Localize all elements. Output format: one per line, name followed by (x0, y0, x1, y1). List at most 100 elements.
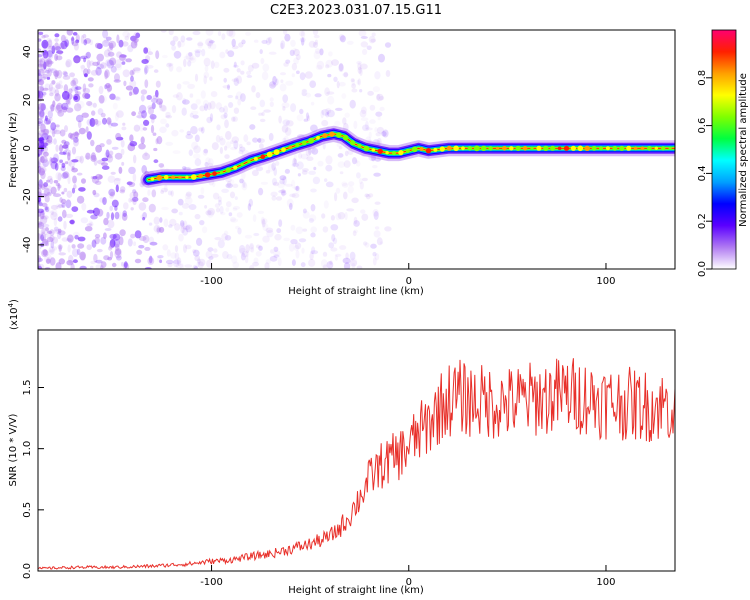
noise-blob (314, 39, 318, 45)
noise-blob (285, 80, 294, 86)
noise-blob (280, 189, 286, 193)
noise-blob (113, 79, 121, 83)
noise-blob (257, 138, 265, 144)
noise-blob (165, 111, 171, 118)
noise-blob (38, 161, 41, 165)
noise-blob (62, 171, 70, 179)
noise-blob (44, 206, 48, 211)
noise-blob (202, 149, 208, 156)
noise-blob (73, 55, 81, 63)
ridge-point (185, 175, 189, 179)
noise-blob (115, 96, 121, 101)
noise-blob (107, 51, 115, 57)
noise-blob (110, 65, 117, 73)
noise-blob (219, 135, 224, 141)
noise-blob (41, 35, 46, 39)
noise-blob (201, 126, 205, 134)
noise-blob (270, 191, 278, 197)
noise-blob (38, 221, 44, 229)
noise-blob (41, 231, 48, 236)
noise-blob (253, 257, 259, 264)
noise-blob (106, 155, 113, 159)
noise-blob (290, 39, 296, 47)
noise-blob (102, 39, 110, 47)
noise-blob (325, 112, 330, 118)
noise-blob (190, 110, 199, 115)
ridge-point (405, 148, 410, 153)
noise-blob (140, 89, 148, 95)
noise-blob (129, 69, 134, 76)
noise-blob (241, 251, 249, 258)
noise-blob (337, 153, 344, 158)
noise-blob (152, 132, 157, 136)
noise-blob (80, 34, 84, 44)
noise-blob (327, 95, 335, 105)
noise-blob (90, 176, 95, 180)
noise-blob (108, 150, 114, 156)
noise-blob (49, 127, 58, 135)
noise-blob (231, 116, 236, 122)
noise-blob (279, 175, 287, 181)
noise-blob (106, 139, 112, 145)
noise-blob (38, 261, 41, 269)
noise-blob (82, 92, 88, 99)
noise-blob (374, 253, 380, 261)
noise-blob (107, 120, 113, 129)
noise-blob (114, 177, 122, 181)
noise-blob (302, 168, 309, 172)
noise-blob (278, 189, 287, 194)
noise-blob (55, 124, 60, 128)
noise-blob (202, 99, 209, 109)
noise-blob (305, 92, 312, 98)
noise-blob (132, 196, 139, 202)
noise-blob (343, 262, 351, 269)
noise-blob (55, 84, 64, 90)
noise-blob (45, 258, 51, 264)
noise-blob (215, 134, 221, 143)
noise-blob (338, 81, 346, 87)
noise-blob (277, 181, 285, 189)
noise-blob (100, 261, 107, 268)
noise-blob (102, 197, 107, 205)
noise-blob (325, 59, 334, 68)
noise-blob (54, 89, 60, 97)
noise-blob (92, 102, 97, 108)
noise-blob (230, 216, 236, 222)
ridge-point (301, 140, 307, 146)
noise-blob (53, 70, 60, 77)
noise-blob (201, 48, 206, 57)
ridge-point (204, 172, 211, 178)
noise-blob (130, 233, 136, 239)
ridge-point (433, 147, 438, 152)
noise-blob (211, 142, 219, 151)
noise-blob (289, 193, 296, 198)
noise-blob (49, 235, 55, 242)
noise-blob (49, 117, 53, 121)
noise-blob (38, 140, 45, 150)
noise-blob (142, 152, 151, 160)
noise-blob (146, 95, 152, 100)
noise-blob (232, 116, 238, 122)
noise-blob (291, 73, 295, 78)
noise-blob (91, 239, 97, 248)
noise-blob (121, 161, 125, 166)
noise-blob (170, 190, 174, 197)
noise-blob (249, 242, 254, 250)
noise-blob (169, 218, 177, 226)
noise-blob (275, 161, 280, 166)
noise-blob (111, 199, 119, 208)
noise-blob (43, 233, 51, 238)
noise-blob (116, 110, 124, 118)
noise-blob (208, 40, 215, 44)
noise-blob (146, 64, 154, 69)
ridge-point (446, 145, 452, 151)
colorbar-tick-label: 0.4 (697, 165, 708, 181)
noise-blob (54, 71, 58, 80)
ridge-point (577, 145, 584, 152)
noise-blob (57, 204, 64, 208)
noise-blob (44, 188, 52, 196)
noise-blob (321, 119, 329, 127)
noise-blob (130, 207, 134, 211)
noise-blob (252, 214, 257, 223)
noise-blob (160, 190, 165, 194)
